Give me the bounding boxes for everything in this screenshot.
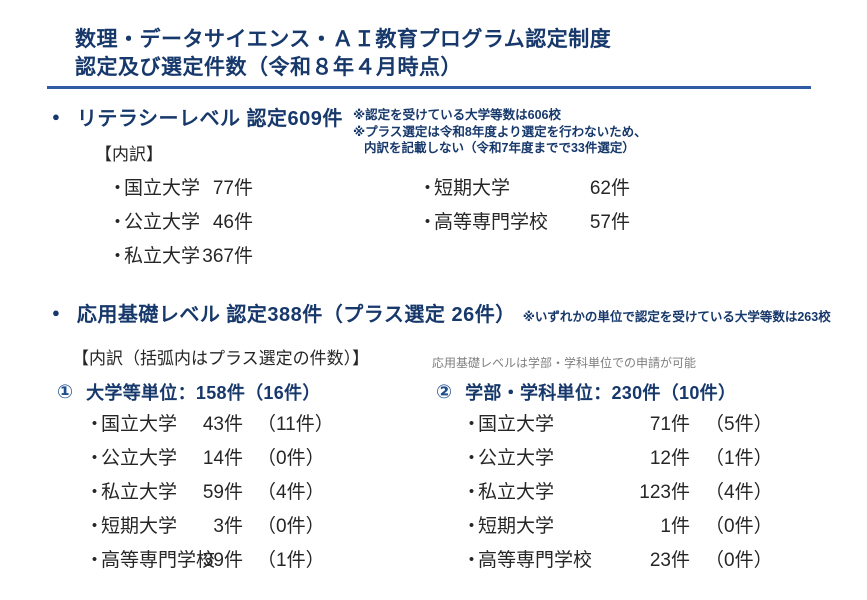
page-title: 数理・データサイエンス・ＡＩ教育プログラム認定制度 認定及び選定件数（令和８年４…: [75, 26, 611, 82]
item-count: 59件: [202, 482, 243, 503]
item-plus-count: （0件）: [705, 516, 773, 537]
item-plus-count: （0件）: [257, 448, 325, 469]
dot-bullet-icon: ・: [85, 550, 105, 571]
item-count: 14件: [202, 448, 243, 469]
item-label: 高等専門学校: [101, 550, 216, 571]
group-heading: 学部・学科単位：230件（10件）: [465, 383, 737, 403]
circle-bullet-icon: ●: [52, 109, 60, 124]
dot-bullet-icon: ・: [462, 414, 482, 435]
item-plus-count: （1件）: [705, 448, 773, 469]
literacy-heading: リテラシーレベル 認定609件: [76, 108, 343, 130]
item-plus-count: （4件）: [257, 482, 325, 503]
dot-bullet-icon: ・: [85, 516, 105, 537]
item-count: 71件: [649, 414, 690, 435]
dot-bullet-icon: ・: [462, 448, 482, 469]
item-count: 46件: [212, 212, 253, 233]
group-university-unit-heading: ① 大学等単位：158件（16件）: [57, 379, 321, 405]
group-faculty-unit-heading: ② 学部・学科単位：230件（10件）: [436, 379, 736, 405]
note-line: ※認定を受けている大学等数は606校: [353, 108, 562, 122]
literacy-breakdown-label: 【内訳】: [95, 145, 163, 164]
list-item: ・私立大学 367件: [108, 240, 268, 274]
applied-breakdown-note: 応用基礎レベルは学部・学科単位での申請が可能: [432, 356, 697, 370]
list-item: ・公立大学 46件: [108, 206, 268, 240]
page-title-line1: 数理・データサイエンス・ＡＩ教育プログラム認定制度: [75, 28, 612, 51]
circled-number-icon: ①: [57, 381, 74, 403]
item-label: 国立大学: [478, 414, 555, 435]
list-item: ・国立大学 77件: [108, 172, 268, 206]
item-label: 国立大学: [101, 414, 178, 435]
list-item: ・私立大学 123件 （4件）: [462, 476, 773, 510]
item-label: 私立大学: [478, 482, 555, 503]
applied-heading-note: ※いずれかの単位で認定を受けている大学等数は263校: [522, 310, 831, 324]
item-label: 短期大学: [478, 516, 555, 537]
dot-bullet-icon: ・: [462, 550, 482, 571]
title-underline: [47, 86, 811, 89]
list-item: ・短期大学 3件 （0件）: [85, 510, 335, 544]
item-plus-count: （11件）: [257, 414, 334, 435]
item-label: 公立大学: [101, 448, 178, 469]
item-count: 3件: [213, 516, 243, 537]
group-heading: 大学等単位：158件（16件）: [86, 383, 321, 403]
list-item: ・公立大学 12件 （1件）: [462, 442, 773, 476]
list-item: ・国立大学 71件 （5件）: [462, 408, 773, 442]
literacy-notes: ※認定を受けている大学等数は606校 ※プラス選定は令和8年度より選定を行わない…: [353, 107, 647, 157]
literacy-list-right: ・短期大学 62件 ・高等専門学校 57件: [418, 172, 648, 240]
applied-heading: 応用基礎レベル 認定388件（プラス選定 26件）: [76, 304, 516, 326]
list-item: ・高等専門学校 23件 （0件）: [462, 544, 773, 578]
list-item: ・私立大学 59件 （4件）: [85, 476, 335, 510]
dot-bullet-icon: ・: [418, 178, 438, 199]
dot-bullet-icon: ・: [108, 212, 128, 233]
item-label: 高等専門学校: [434, 212, 549, 233]
group-faculty-unit-list: ・国立大学 71件 （5件） ・公立大学 12件 （1件） ・私立大学 123件…: [462, 408, 773, 578]
item-plus-count: （1件）: [257, 550, 325, 571]
list-item: ・国立大学 43件 （11件）: [85, 408, 335, 442]
item-count: 367件: [202, 246, 253, 267]
dot-bullet-icon: ・: [462, 482, 482, 503]
dot-bullet-icon: ・: [108, 178, 128, 199]
item-count: 12件: [649, 448, 690, 469]
item-label: 高等専門学校: [478, 550, 593, 571]
literacy-list-left: ・国立大学 77件 ・公立大学 46件 ・私立大学 367件: [108, 172, 268, 274]
item-label: 私立大学: [101, 482, 178, 503]
list-item: ・高等専門学校 39件 （1件）: [85, 544, 335, 578]
dot-bullet-icon: ・: [85, 414, 105, 435]
item-plus-count: （5件）: [705, 414, 773, 435]
item-label: 国立大学: [124, 178, 201, 199]
note-line: ※プラス選定は令和8年度より選定を行わないため、: [353, 124, 647, 139]
applied-section-heading: ● 応用基礎レベル 認定388件（プラス選定 26件） ※いずれかの単位で認定を…: [52, 298, 831, 327]
item-count: 23件: [649, 550, 690, 571]
item-plus-count: （0件）: [257, 516, 325, 537]
dot-bullet-icon: ・: [418, 212, 438, 233]
item-label: 公立大学: [478, 448, 555, 469]
applied-breakdown-label: 【内訳（括弧内はプラス選定の件数）】: [72, 349, 370, 368]
item-count: 123件: [639, 482, 690, 503]
item-count: 57件: [589, 212, 630, 233]
item-count: 62件: [589, 178, 630, 199]
item-label: 私立大学: [124, 246, 201, 267]
item-count: 77件: [212, 178, 253, 199]
list-item: ・高等専門学校 57件: [418, 206, 648, 240]
item-count: 1件: [660, 516, 690, 537]
item-count: 39件: [202, 550, 243, 571]
list-item: ・短期大学 62件: [418, 172, 648, 206]
dot-bullet-icon: ・: [108, 246, 128, 267]
list-item: ・公立大学 14件 （0件）: [85, 442, 335, 476]
page-title-line2: 認定及び選定件数（令和８年４月時点）: [75, 56, 462, 79]
item-label: 短期大学: [101, 516, 178, 537]
list-item: ・短期大学 1件 （0件）: [462, 510, 773, 544]
circled-number-icon: ②: [436, 381, 453, 403]
item-label: 公立大学: [124, 212, 201, 233]
item-plus-count: （4件）: [705, 482, 773, 503]
note-line: 内訳を記載しない（令和7年度までで33件選定）: [364, 141, 635, 155]
circle-bullet-icon: ●: [52, 305, 60, 320]
dot-bullet-icon: ・: [85, 448, 105, 469]
item-count: 43件: [202, 414, 243, 435]
dot-bullet-icon: ・: [462, 516, 482, 537]
dot-bullet-icon: ・: [85, 482, 105, 503]
item-plus-count: （0件）: [705, 550, 773, 571]
literacy-section-heading: ● リテラシーレベル 認定609件: [52, 102, 343, 131]
item-label: 短期大学: [434, 178, 511, 199]
group-university-unit-list: ・国立大学 43件 （11件） ・公立大学 14件 （0件） ・私立大学 59件…: [85, 408, 335, 578]
